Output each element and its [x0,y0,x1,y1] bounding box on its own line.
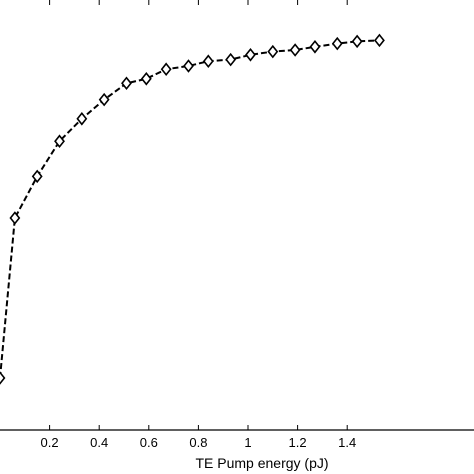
data-point-marker [183,59,194,73]
data-point-marker [351,34,363,49]
data-point-marker [289,43,301,57]
x-tick-label: 0.8 [189,435,207,450]
x-ticks: 0.2 0.4 0.6 0.8 1 1.2 1.4 [41,0,356,450]
data-point-marker [9,211,21,225]
x-tick-label: 1 [244,435,251,450]
x-tick-label: 1.2 [289,435,307,450]
data-point-marker [140,72,152,86]
data-point-marker [202,54,214,68]
data-point-marker [331,36,343,51]
data-point-marker [374,33,385,48]
data-point-marker [160,62,172,76]
x-tick-label: 0.4 [90,435,108,450]
data-point-marker [0,371,6,385]
data-point-marker [98,92,110,107]
series-layer [0,33,385,385]
data-point-marker [76,112,88,126]
data-point-marker [309,40,321,54]
data-point-marker [54,134,65,148]
series-line [0,39,380,379]
data-point-marker [31,169,43,184]
data-point-marker [121,76,132,91]
x-tick-label: 1.4 [338,435,356,450]
data-point-marker [267,44,279,59]
x-tick-label: 0.6 [140,435,158,450]
x-tick-label: 0.2 [41,435,59,450]
data-point-marker [225,52,237,67]
data-point-marker [245,48,256,62]
x-axis-label: TE Pump energy (pJ) [195,455,328,471]
